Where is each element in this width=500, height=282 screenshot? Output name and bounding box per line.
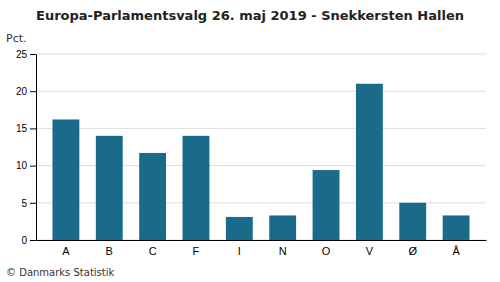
grid (36, 54, 486, 240)
x-tick-label: I (238, 245, 241, 257)
x-tick: A (62, 245, 70, 257)
x-tick-label: O (322, 245, 331, 257)
bar (52, 119, 79, 240)
x-tick: O (322, 245, 331, 257)
y-axis: 0 5 10 15 20 25 (16, 49, 37, 246)
x-tick-label: Å (452, 245, 460, 257)
bar (399, 203, 426, 240)
x-tick: V (366, 245, 374, 257)
x-tick: Ø (408, 245, 417, 257)
x-tick-label: N (279, 245, 287, 257)
y-tick-label: 15 (16, 123, 28, 134)
y-tick: 5 (21, 198, 36, 209)
y-tick: 15 (16, 123, 36, 134)
y-tick-label: 20 (16, 86, 28, 97)
y-tick-label: 10 (16, 160, 28, 171)
y-tick-label: 0 (21, 235, 27, 246)
footer: © Danmarks Statistik (6, 267, 115, 278)
bar (443, 215, 470, 240)
bars (52, 84, 469, 240)
y-tick: 20 (16, 86, 36, 97)
plot-area: 0 5 10 15 20 25 A B C F I N O V Ø Å (16, 49, 487, 257)
x-tick: Å (452, 245, 460, 257)
x-tick-label: V (366, 245, 374, 257)
title: Europa-Parlamentsvalg 26. maj 2019 - Sne… (36, 8, 464, 23)
y-tick-mark (30, 240, 36, 241)
y-tick: 25 (16, 49, 36, 60)
x-tick-label: Ø (408, 245, 417, 257)
x-tick: N (279, 245, 287, 257)
chart-svg: Europa-Parlamentsvalg 26. maj 2019 - Sne… (0, 0, 500, 282)
y-tick: 0 (21, 235, 36, 246)
grid-line (36, 128, 486, 129)
y-axis-title: Pct. (6, 32, 27, 45)
x-tick-label: B (106, 245, 113, 257)
x-tick: B (106, 245, 113, 257)
x-tick: F (193, 245, 200, 257)
bar (183, 136, 210, 240)
y-tick-mark (30, 91, 36, 92)
bar (269, 215, 296, 240)
bar (356, 84, 383, 240)
x-tick-label: C (149, 245, 157, 257)
grid-line (36, 91, 486, 92)
y-tick: 10 (16, 160, 36, 171)
x-axis-line (37, 240, 487, 241)
x-tick-label: F (193, 245, 200, 257)
y-tick-label: 25 (16, 49, 28, 60)
chart-container: Europa-Parlamentsvalg 26. maj 2019 - Sne… (0, 0, 500, 282)
bar (313, 170, 340, 240)
bar (96, 136, 123, 240)
bar (226, 217, 253, 240)
y-axis-line (36, 55, 37, 241)
x-tick: I (238, 245, 241, 257)
y-tick-mark (30, 128, 36, 129)
y-tick-mark (30, 166, 36, 167)
x-axis: ABCFINOVØÅ (37, 241, 487, 257)
x-tick: C (149, 245, 157, 257)
y-tick-mark (30, 203, 36, 204)
bar (139, 153, 166, 240)
y-tick-label: 5 (21, 198, 27, 209)
y-tick-mark (30, 54, 36, 55)
grid-line (36, 54, 486, 55)
x-tick-label: A (62, 245, 70, 257)
